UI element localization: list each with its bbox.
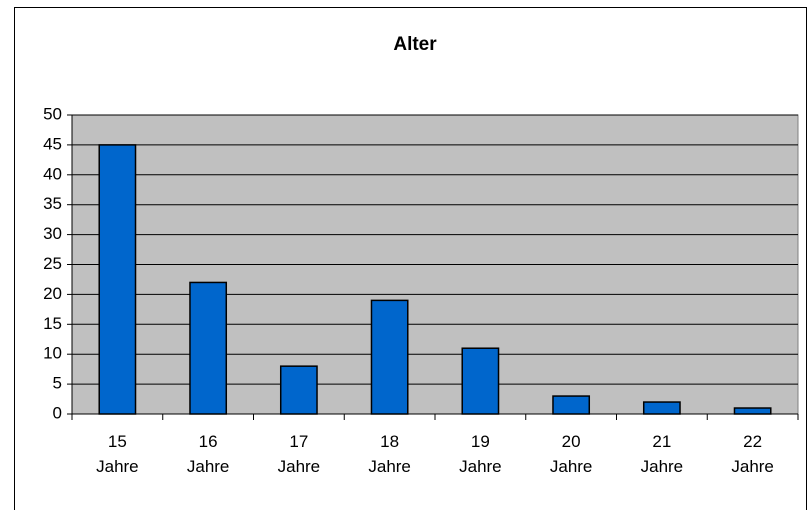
x-tick-label: 20 Jahre [550, 432, 593, 476]
chart-title: Alter [393, 34, 437, 55]
y-tick-label: 5 [53, 374, 62, 393]
bar [189, 281, 228, 415]
x-tick-label: 22 Jahre [731, 432, 774, 476]
y-tick-label: 40 [43, 164, 62, 183]
bar [98, 144, 137, 415]
y-tick-label: 20 [43, 284, 62, 303]
bar [279, 365, 318, 415]
bar [552, 395, 591, 415]
bar [461, 347, 500, 415]
y-tick-label: 15 [43, 314, 62, 333]
y-tick-label: 25 [43, 254, 62, 273]
x-tick-label: 15 Jahre [96, 432, 139, 476]
bar [733, 407, 772, 415]
bar [642, 401, 681, 415]
x-tick-label: 18 Jahre [368, 432, 411, 476]
x-tick-label: 19 Jahre [459, 432, 502, 476]
x-tick-label: 17 Jahre [278, 432, 321, 476]
y-tick-label: 45 [43, 134, 62, 153]
x-tick-label: 16 Jahre [187, 432, 230, 476]
y-tick-label: 35 [43, 194, 62, 213]
bar [370, 299, 409, 415]
y-tick-label: 0 [53, 403, 62, 422]
y-tick-label: 50 [43, 104, 62, 123]
y-tick-label: 30 [43, 224, 62, 243]
x-tick-label: 21 Jahre [641, 432, 684, 476]
y-tick-label: 10 [43, 344, 62, 363]
